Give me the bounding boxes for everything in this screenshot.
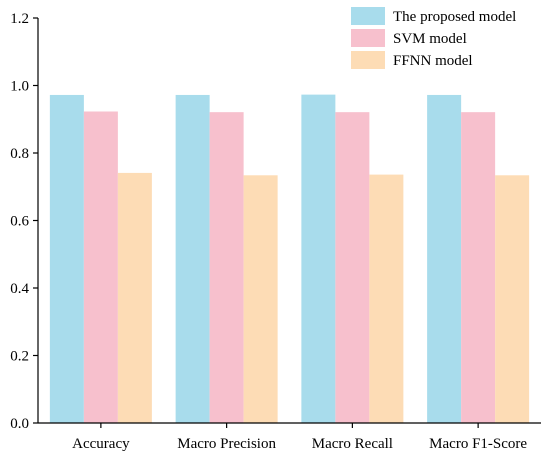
y-tick-label: 1.0 bbox=[10, 79, 29, 95]
x-tick-label: Macro Recall bbox=[312, 436, 393, 452]
bar bbox=[369, 174, 404, 423]
y-tick-label: 0.6 bbox=[10, 214, 29, 230]
x-tick-label: Accuracy bbox=[72, 436, 130, 452]
bar bbox=[335, 112, 370, 423]
bar bbox=[175, 94, 210, 423]
y-tick-label: 0.8 bbox=[10, 146, 29, 162]
y-ticks: 0.0 0.2 0.4 0.6 0.8 1.0 1.2 bbox=[10, 11, 38, 432]
bar bbox=[243, 175, 278, 423]
bar bbox=[495, 175, 530, 423]
bar bbox=[49, 94, 84, 423]
legend-label: FFNN model bbox=[393, 53, 473, 69]
legend: The proposed model SVM model FFNN model bbox=[351, 7, 516, 69]
legend-swatch bbox=[351, 29, 385, 47]
bar bbox=[301, 94, 336, 424]
x-tick-label: Macro F1-Score bbox=[429, 436, 527, 452]
legend-swatch bbox=[351, 7, 385, 25]
legend-label: The proposed model bbox=[393, 9, 516, 25]
x-tick-label: Macro Precision bbox=[177, 436, 276, 452]
bar bbox=[117, 172, 152, 423]
y-tick-label: 0.0 bbox=[10, 416, 29, 432]
bars-layer bbox=[49, 94, 530, 424]
bar bbox=[209, 112, 244, 423]
legend-label: SVM model bbox=[393, 31, 467, 47]
y-tick-label: 0.2 bbox=[10, 349, 29, 365]
x-ticks: Accuracy Macro Precision Macro Recall Macro… bbox=[72, 423, 527, 452]
y-tick-label: 1.2 bbox=[10, 11, 29, 27]
bar bbox=[461, 112, 496, 423]
bar bbox=[83, 111, 118, 424]
bar bbox=[427, 94, 462, 423]
legend-swatch bbox=[351, 51, 385, 69]
y-tick-label: 0.4 bbox=[10, 281, 29, 297]
